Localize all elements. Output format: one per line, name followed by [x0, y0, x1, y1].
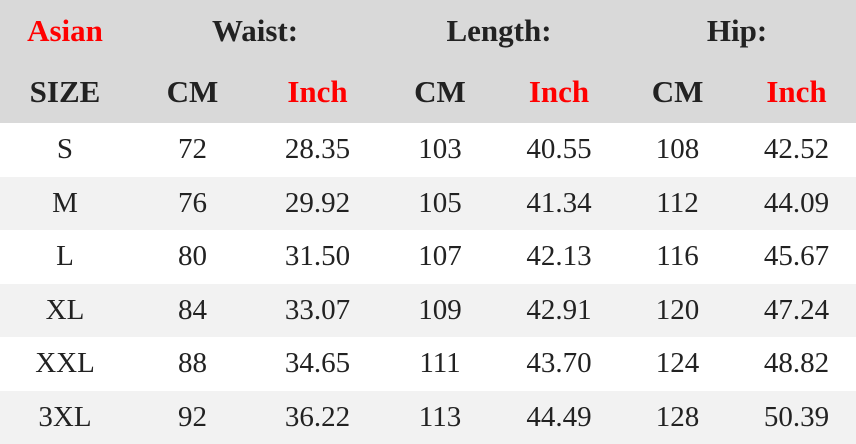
unit-cm: CM: [130, 61, 255, 123]
region-label: Asian: [0, 0, 130, 62]
cell-waist-inch: 34.65: [284, 347, 351, 380]
cell-hip-inch: 50.39: [737, 390, 856, 444]
unit-inch: Inch: [255, 61, 380, 123]
cell-hip-cm: 116: [656, 240, 699, 273]
cell-length-cm: 113: [380, 390, 500, 444]
cell-length-inch: 44.49: [500, 390, 619, 444]
table-row: S 72 28.35 103 40.55 108 42.52: [0, 123, 856, 177]
cell-waist-cm: 84: [130, 283, 255, 337]
cell-size: XXL: [35, 347, 95, 380]
cell-hip-inch: 42.52: [763, 133, 830, 166]
cell-waist-inch: 31.50: [284, 240, 351, 273]
cell-size: 3XL: [0, 390, 130, 444]
table-row: M 76 29.92 105 41.34 112 44.09: [0, 176, 856, 230]
unit-inch: Inch: [500, 61, 619, 123]
group-length: Length:: [380, 0, 619, 62]
cell-size: XL: [0, 283, 130, 337]
cell-hip-cm: 124: [655, 347, 700, 380]
cell-length-cm: 103: [418, 133, 462, 166]
unit-inch: Inch: [737, 61, 856, 123]
cell-length-cm: 109: [380, 283, 500, 337]
cell-waist-cm: 88: [178, 347, 207, 380]
group-hip: Hip:: [618, 0, 856, 62]
cell-hip-inch: 48.82: [763, 347, 830, 380]
cell-length-inch: 42.13: [526, 240, 592, 273]
cell-hip-inch: 47.24: [737, 283, 856, 337]
cell-waist-inch: 33.07: [255, 283, 380, 337]
table-row: 3XL 92 36.22 113 44.49 128 50.39: [0, 390, 856, 444]
cell-length-inch: 41.34: [500, 176, 619, 230]
unit-cm: CM: [380, 61, 500, 123]
cell-hip-inch: 45.67: [763, 240, 830, 273]
cell-hip-cm: 128: [618, 390, 738, 444]
cell-waist-cm: 76: [130, 176, 255, 230]
cell-hip-inch: 44.09: [737, 176, 856, 230]
table-row: XXL 88 34.65 111 43.70 124 48.82: [0, 337, 856, 391]
cell-waist-cm: 92: [130, 390, 255, 444]
size-label: SIZE: [0, 61, 130, 123]
cell-length-inch: 40.55: [526, 133, 592, 166]
cell-length-inch: 42.91: [500, 283, 619, 337]
cell-hip-cm: 112: [618, 176, 738, 230]
table-row: L 80 31.50 107 42.13 116 45.67: [0, 230, 856, 284]
cell-waist-cm: 72: [178, 133, 207, 166]
table-row: XL 84 33.07 109 42.91 120 47.24: [0, 283, 856, 337]
cell-length-cm: 107: [418, 240, 462, 273]
group-waist: Waist:: [130, 0, 380, 62]
cell-size: S: [56, 133, 74, 166]
cell-hip-cm: 108: [655, 133, 700, 166]
cell-size: L: [56, 240, 74, 273]
cell-waist-cm: 80: [178, 240, 207, 273]
header-row-units: SIZE CM Inch CM Inch CM Inch: [0, 61, 856, 123]
cell-waist-inch: 28.35: [284, 133, 351, 166]
cell-length-inch: 43.70: [526, 347, 592, 380]
cell-size: M: [0, 176, 130, 230]
cell-waist-inch: 29.92: [255, 176, 380, 230]
cell-waist-inch: 36.22: [255, 390, 380, 444]
unit-cm: CM: [618, 61, 738, 123]
cell-length-cm: 111: [419, 347, 461, 380]
cell-length-cm: 105: [380, 176, 500, 230]
header-row-groups: Asian Waist: Length: Hip:: [0, 0, 856, 62]
cell-hip-cm: 120: [618, 283, 738, 337]
